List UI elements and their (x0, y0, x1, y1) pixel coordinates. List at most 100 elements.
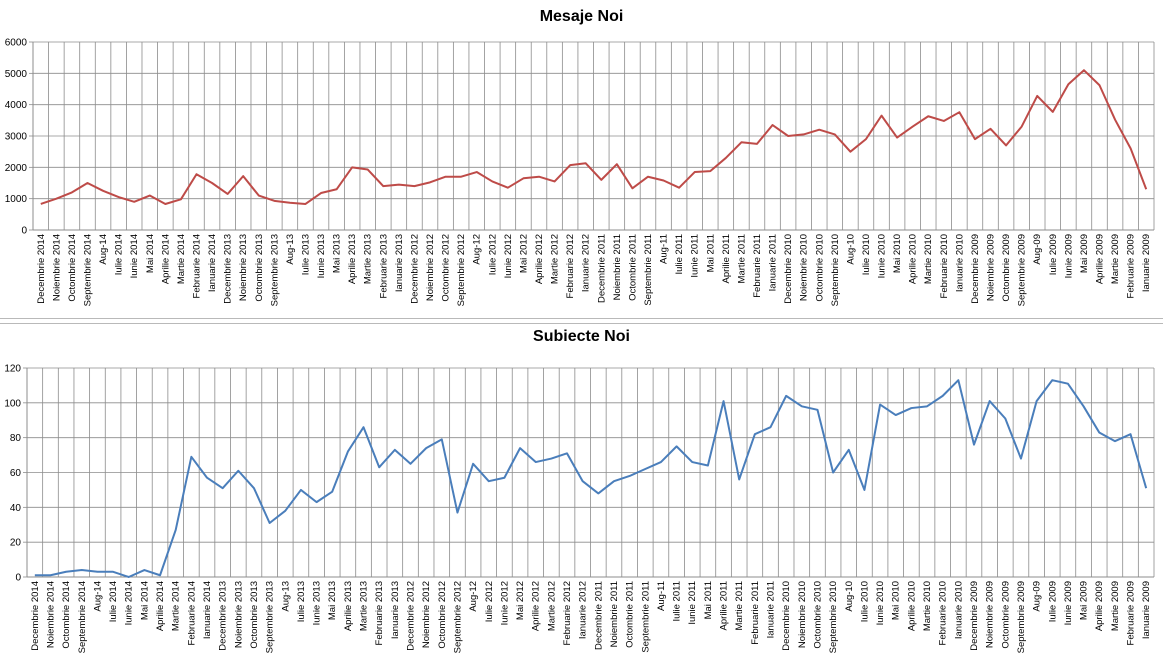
x-tick-label: Octombrie 2012 (437, 581, 448, 649)
x-tick-label: Iunie 2009 (1063, 581, 1074, 625)
data-point (738, 478, 740, 480)
chart-subiecte-noi: Subiecte Noi 0 20 40 60 80 100 120 Decembrie 20… (0, 322, 1163, 664)
data-point (71, 191, 73, 193)
x-tick-label: Mai 2010 (892, 234, 903, 273)
x-tick-label: Ianuarie 2012 (578, 581, 589, 639)
data-point (425, 447, 427, 449)
data-point (300, 489, 302, 491)
x-tick-label: Aug-12 (468, 581, 479, 612)
x-tick-label: Decembrie 2014 (30, 581, 41, 651)
data-point (1004, 418, 1006, 420)
x-tick-label: Aprilie 2011 (719, 581, 730, 630)
x-tick-label: Aprilie 2013 (343, 581, 354, 631)
x-tick-label: Noiembrie 2011 (612, 234, 623, 300)
x-tick-label: Iunie 2012 (503, 234, 514, 278)
chart-title: Mesaje Noi (539, 8, 624, 25)
data-point (180, 198, 182, 200)
x-tick-label: Aprilie 2009 (1095, 234, 1106, 284)
x-tick-label: Octombrie 2013 (254, 234, 265, 302)
data-point (1114, 440, 1116, 442)
x-tick-label: Mai 2014 (139, 581, 150, 620)
x-tick-label: Aug-09 (1032, 234, 1043, 265)
data-point (143, 569, 145, 571)
x-tick-label: Aug-14 (92, 581, 103, 612)
x-tick-label: Martie 2009 (1110, 581, 1121, 631)
x-tick-label: Septembrie 2012 (456, 234, 467, 306)
data-point (582, 480, 584, 482)
data-point (942, 395, 944, 397)
data-point (912, 126, 914, 128)
data-point (1052, 111, 1054, 113)
x-tick-label: Februarie 2011 (752, 234, 763, 298)
data-point (164, 203, 166, 205)
x-tick-label: Aprilie 2012 (531, 581, 542, 631)
data-point (133, 201, 135, 203)
x-tick-label: Decembrie 2013 (218, 581, 229, 651)
x-tick-label: Ianuarie 2009 (1141, 581, 1152, 639)
x-tick-label: Aprilie 2014 (160, 234, 171, 284)
x-tick-label: Februarie 2009 (1126, 234, 1137, 298)
data-point (519, 447, 521, 449)
x-tick-label: Iulie 2013 (300, 234, 311, 275)
data-point (834, 133, 836, 135)
data-point (801, 405, 803, 407)
x-tick-label: Iunie 2009 (1063, 234, 1074, 278)
data-point (631, 187, 633, 189)
chart-svg-subiecte: 0 20 40 60 80 100 120 Decembrie 2014 Noiembrie 2… (4, 364, 1155, 653)
data-point (476, 171, 478, 173)
y-tick-label: 120 (4, 364, 21, 375)
x-tick-label: Septembrie 2009 (1016, 581, 1027, 653)
x-tick-label: Noiembrie 2013 (238, 234, 249, 301)
data-point (660, 461, 662, 463)
x-tick-label: Aprilie 2010 (906, 581, 917, 631)
x-tick-label: Decembrie 2012 (409, 234, 420, 304)
data-point (112, 571, 114, 573)
x-tick-label: Iulie 2010 (861, 234, 872, 275)
data-point (269, 522, 271, 524)
data-point (1145, 188, 1147, 190)
x-tick-label: Ianuarie 2014 (202, 581, 213, 639)
data-point (1020, 458, 1022, 460)
data-point (159, 574, 161, 576)
data-point (723, 400, 725, 402)
data-point (973, 444, 975, 446)
y-tick-label: 60 (10, 468, 22, 479)
data-point (990, 128, 992, 130)
x-tick-label: Mai 2011 (703, 581, 714, 619)
x-tick-label: Noiembrie 2011 (609, 581, 620, 647)
data-point (237, 470, 239, 472)
data-point (803, 133, 805, 135)
data-point (336, 188, 338, 190)
data-point (772, 124, 774, 126)
x-tick-label: Decembrie 2010 (783, 234, 794, 304)
x-tick-label: Aprilie 2010 (908, 234, 919, 284)
x-tick-label: Februarie 2009 (1126, 581, 1137, 645)
data-point (678, 187, 680, 189)
data-point (81, 569, 83, 571)
data-point (190, 456, 192, 458)
x-tick-label: Noiembrie 2009 (985, 581, 996, 648)
data-point (927, 115, 929, 117)
data-point (818, 129, 820, 131)
data-point (1021, 126, 1023, 128)
x-tick-label: Mai 2009 (1079, 234, 1090, 273)
data-point (629, 475, 631, 477)
x-tick-label: Iunie 2013 (316, 234, 327, 278)
data-point (848, 449, 850, 451)
data-point (1067, 83, 1069, 85)
x-tick-label: Iunie 2012 (499, 581, 510, 625)
x-tick-label: Ianuarie 2013 (394, 234, 405, 292)
y-tick-label: 5000 (5, 69, 28, 80)
data-point (96, 571, 98, 573)
data-point (378, 466, 380, 468)
x-tick-label: Mai 2014 (145, 234, 156, 273)
data-point (554, 180, 556, 182)
data-point (926, 405, 928, 407)
x-tick-label: Iunie 2011 (690, 234, 701, 278)
chart-svg-mesaje: 0 1000 2000 3000 4000 5000 6000 Decembrie 2014 N… (5, 38, 1155, 306)
x-tick-label: Martie 2014 (176, 234, 187, 284)
data-point (1067, 383, 1069, 385)
data-point (398, 184, 400, 186)
data-point (1036, 400, 1038, 402)
x-tick-label: Octombrie 2014 (61, 581, 72, 649)
